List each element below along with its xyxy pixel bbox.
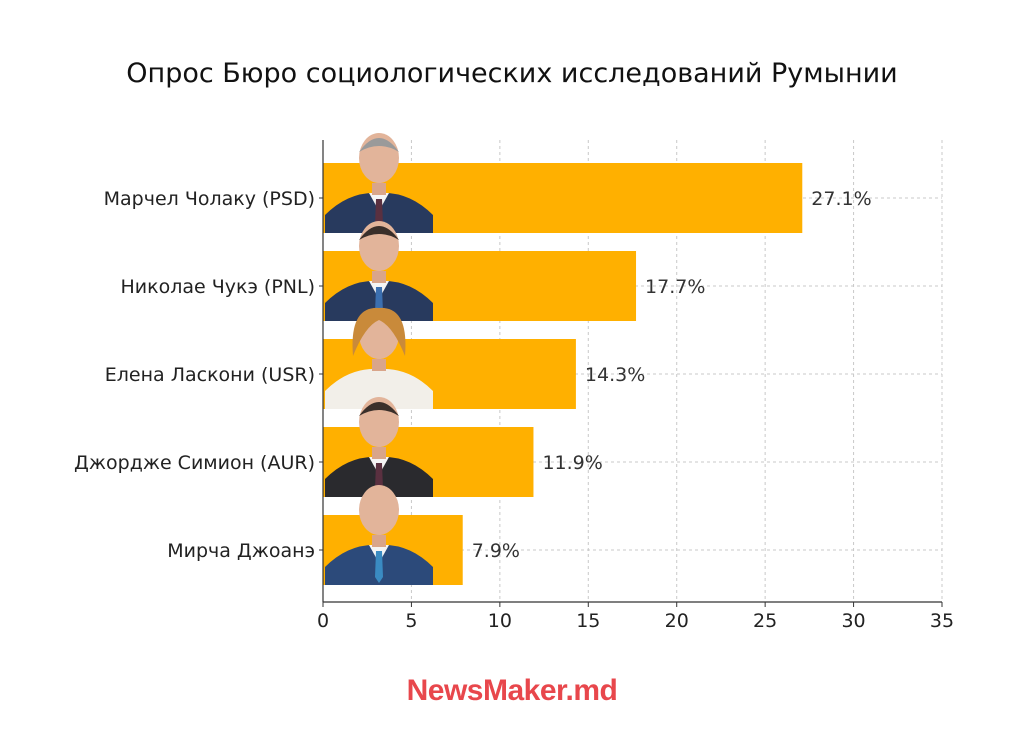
candidate-photo [325, 133, 433, 233]
x-tick-label: 5 [405, 610, 417, 632]
chart-title: Опрос Бюро социологических исследований … [126, 58, 898, 89]
candidate-photo [325, 397, 433, 497]
x-tick-label: 10 [488, 610, 512, 632]
data-label: 11.9% [542, 452, 602, 474]
candidate-photo [325, 307, 433, 409]
y-tick-label: Мирча Джоанэ [167, 540, 315, 562]
y-tick-label: Джордже Симион (AUR) [74, 452, 315, 474]
x-tick-label: 25 [753, 610, 777, 632]
brand-name: NewsMaker [406, 674, 566, 707]
brand-suffix: .md [565, 674, 618, 707]
data-label: 17.7% [645, 276, 705, 298]
x-tick-label: 30 [841, 610, 865, 632]
y-tick-label: Николае Чукэ (PNL) [120, 276, 315, 298]
data-label: 27.1% [811, 188, 871, 210]
data-label: 14.3% [585, 364, 645, 386]
newsmaker-logo: NewsMaker.md [0, 674, 1024, 708]
x-tick-label: 15 [576, 610, 600, 632]
x-tick-label: 20 [665, 610, 689, 632]
y-tick-label: Елена Ласкони (USR) [105, 364, 315, 386]
x-tick-label: 35 [930, 610, 954, 632]
x-tick-label: 0 [317, 610, 329, 632]
data-label: 7.9% [472, 540, 520, 562]
y-tick-label: Марчел Чолаку (PSD) [104, 188, 315, 210]
candidate-photo [325, 485, 433, 585]
